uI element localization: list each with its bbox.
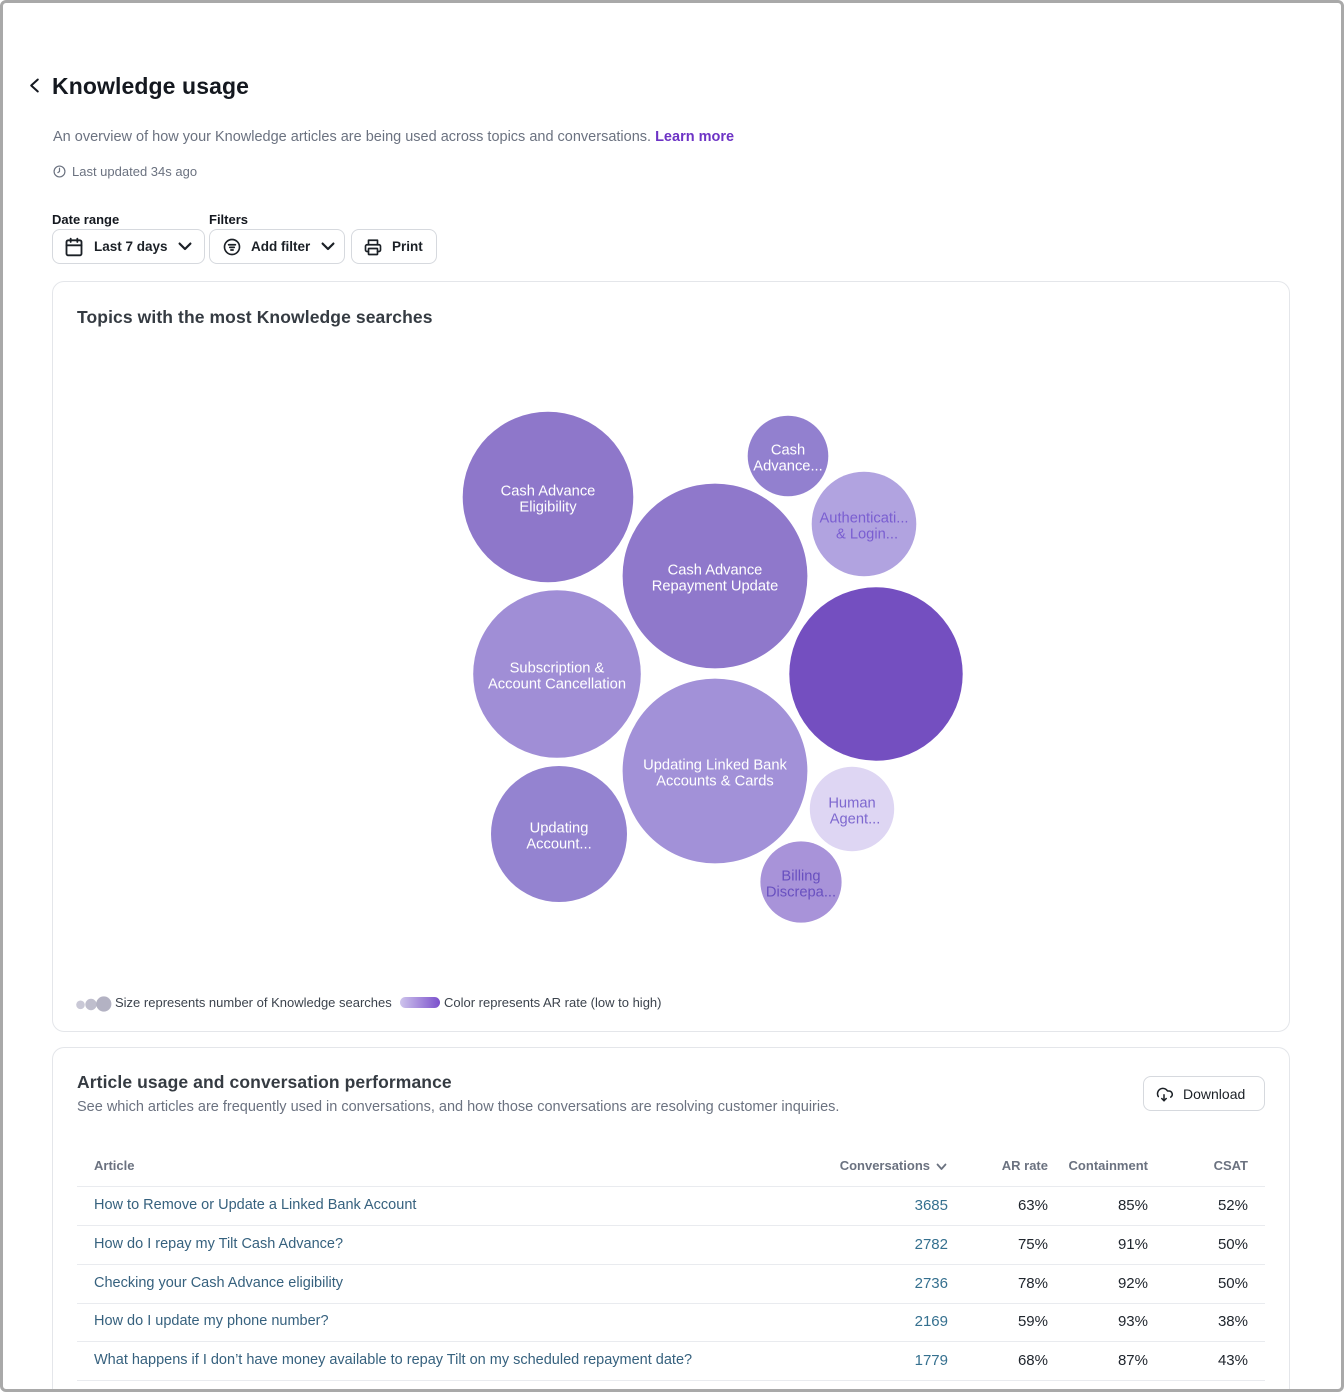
svg-text:Authenticati...& Login...: Authenticati... & Login... [820, 511, 909, 543]
svg-text:Subscription &Account Cancella: Subscription & Account Cancellation [488, 661, 626, 693]
